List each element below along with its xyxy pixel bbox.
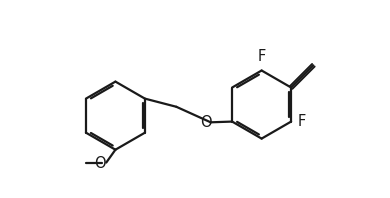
Text: O: O [200, 115, 211, 130]
Text: F: F [257, 49, 266, 64]
Text: F: F [298, 114, 306, 129]
Text: O: O [94, 156, 106, 171]
